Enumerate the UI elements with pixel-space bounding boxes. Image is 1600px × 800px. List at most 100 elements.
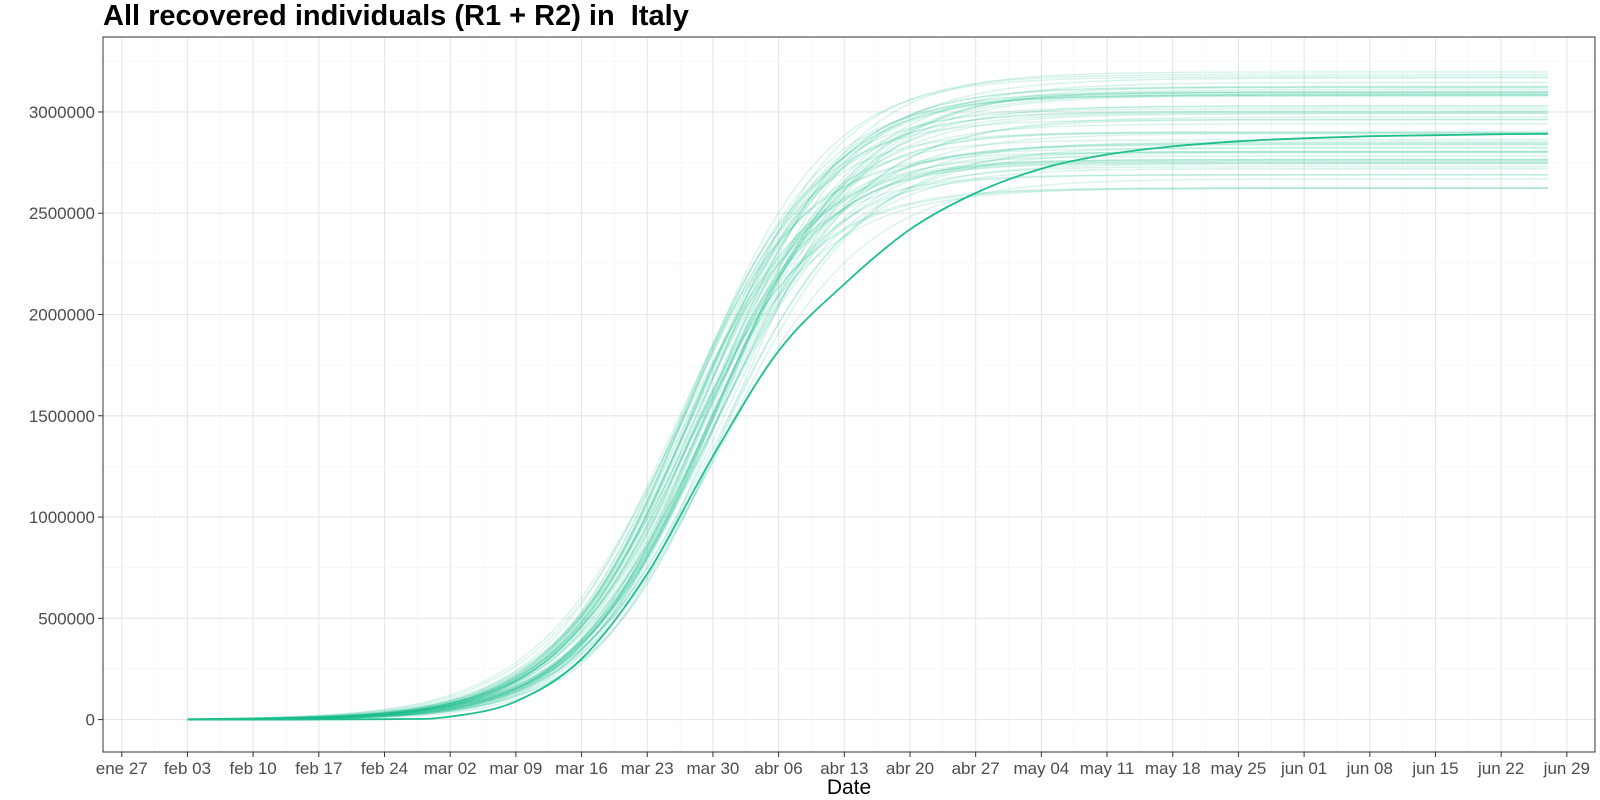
x-axis-title: Date xyxy=(827,776,871,799)
ensemble-line xyxy=(187,118,1549,721)
grid-layer xyxy=(103,37,1595,752)
x-tick-label: abr 20 xyxy=(886,759,934,778)
panel-border xyxy=(102,36,1596,753)
x-tick-label: mar 09 xyxy=(489,759,542,778)
ensemble-line xyxy=(187,94,1549,721)
x-tick-label: jun 15 xyxy=(1411,759,1458,778)
x-tick-label: mar 16 xyxy=(555,759,608,778)
ensemble-line xyxy=(187,143,1549,720)
x-tick-label: may 11 xyxy=(1080,759,1135,778)
ensemble-line xyxy=(187,131,1549,721)
ensemble-line xyxy=(187,147,1549,720)
ensemble-line xyxy=(187,81,1549,720)
x-tick-label: mar 02 xyxy=(424,759,477,778)
y-tick-label: 3000000 xyxy=(29,103,95,122)
x-tick-label: jun 08 xyxy=(1346,759,1393,778)
y-tick-label: 1500000 xyxy=(29,407,95,426)
y-tick-label: 2000000 xyxy=(29,305,95,324)
y-tick-label: 0 xyxy=(86,711,95,730)
ensemble-line xyxy=(187,162,1549,721)
x-tick-label: mar 30 xyxy=(686,759,739,778)
main-series-layer xyxy=(187,132,1549,721)
ensemble-line xyxy=(187,173,1549,721)
ensemble-line xyxy=(187,86,1549,721)
ensemble-line xyxy=(187,85,1549,720)
ensemble-line xyxy=(187,146,1549,721)
x-tick-label: feb 24 xyxy=(361,759,408,778)
ensemble-line xyxy=(187,94,1549,721)
x-tick-label: may 25 xyxy=(1211,759,1267,778)
ensemble-line xyxy=(187,187,1549,720)
x-tick-label: may 18 xyxy=(1145,759,1201,778)
ensemble-line xyxy=(187,130,1549,721)
x-tick-label: abr 13 xyxy=(820,759,868,778)
ensemble-line xyxy=(187,167,1549,721)
ensemble-line xyxy=(187,143,1549,720)
ensemble-line xyxy=(187,91,1549,721)
x-tick-label: abr 06 xyxy=(755,759,803,778)
ensemble-line xyxy=(187,112,1549,721)
x-axis-ticks: ene 27 feb 03 feb 10 feb 17 feb 24 mar 02 mar … xyxy=(96,752,1590,778)
ensemble-line xyxy=(187,71,1549,721)
ensemble-line xyxy=(187,73,1549,721)
ensemble-line xyxy=(187,142,1549,720)
x-tick-label: ene 27 xyxy=(96,759,148,778)
ensemble-line xyxy=(187,93,1549,721)
ensemble-line xyxy=(187,91,1549,721)
x-tick-label: may 04 xyxy=(1013,759,1069,778)
ensemble-line xyxy=(187,113,1549,721)
y-tick-label: 2500000 xyxy=(29,204,95,223)
ensemble-line xyxy=(187,77,1549,720)
y-tick-label: 1000000 xyxy=(29,508,95,527)
ensemble-line xyxy=(187,88,1549,720)
x-tick-label: abr 27 xyxy=(952,759,1000,778)
ensemble-line xyxy=(187,85,1549,721)
ensemble-line xyxy=(187,161,1549,721)
x-tick-label: jun 22 xyxy=(1477,759,1524,778)
chart-title: All recovered individuals (R1 + R2) in I… xyxy=(103,0,689,32)
ensemble-line xyxy=(187,139,1549,721)
ensemble-line xyxy=(187,178,1549,720)
ensemble-line xyxy=(187,91,1549,720)
ensemble-line xyxy=(187,150,1549,721)
ensemble-line xyxy=(187,116,1549,720)
ensemble-line xyxy=(187,158,1549,721)
ensemble-line xyxy=(187,141,1549,720)
ensemble-line xyxy=(187,104,1549,721)
ensemble-line xyxy=(187,110,1549,721)
ensemble-line xyxy=(187,160,1549,721)
main-series-line xyxy=(187,132,1549,721)
ensemble-line xyxy=(187,111,1549,721)
ensemble-line xyxy=(187,150,1549,721)
ensemble-line xyxy=(187,155,1549,721)
ensemble-line xyxy=(187,105,1549,721)
y-tick-label: 500000 xyxy=(38,609,95,628)
x-tick-label: feb 17 xyxy=(295,759,342,778)
ensemble-line xyxy=(187,90,1549,721)
ensemble-line xyxy=(187,158,1549,721)
x-tick-label: jun 01 xyxy=(1280,759,1327,778)
x-tick-label: jun 29 xyxy=(1543,759,1590,778)
ensemble-line xyxy=(187,151,1549,721)
ensemble-line xyxy=(187,159,1549,721)
ensemble-line xyxy=(187,131,1549,721)
ensemble-line xyxy=(187,123,1549,721)
ensemble-line xyxy=(187,174,1549,721)
ensemble-line xyxy=(187,108,1549,721)
ensemble-line xyxy=(187,132,1549,721)
ensemble-line xyxy=(187,118,1549,721)
ensemble-line xyxy=(187,76,1549,721)
x-tick-label: mar 23 xyxy=(621,759,674,778)
ensemble-line xyxy=(187,93,1549,721)
x-tick-label: feb 03 xyxy=(164,759,211,778)
y-axis-ticks: 0 500000 1000000 1500000 2000000 2500000 30000… xyxy=(29,103,103,730)
ensemble-line xyxy=(187,151,1549,721)
ensemble-line xyxy=(187,165,1549,721)
ensemble-line xyxy=(187,95,1549,721)
ensemble-line xyxy=(187,187,1549,721)
ensemble-line xyxy=(187,163,1549,721)
x-tick-label: feb 10 xyxy=(230,759,277,778)
ensemble-line xyxy=(187,187,1549,721)
ensemble-lines xyxy=(187,71,1549,721)
